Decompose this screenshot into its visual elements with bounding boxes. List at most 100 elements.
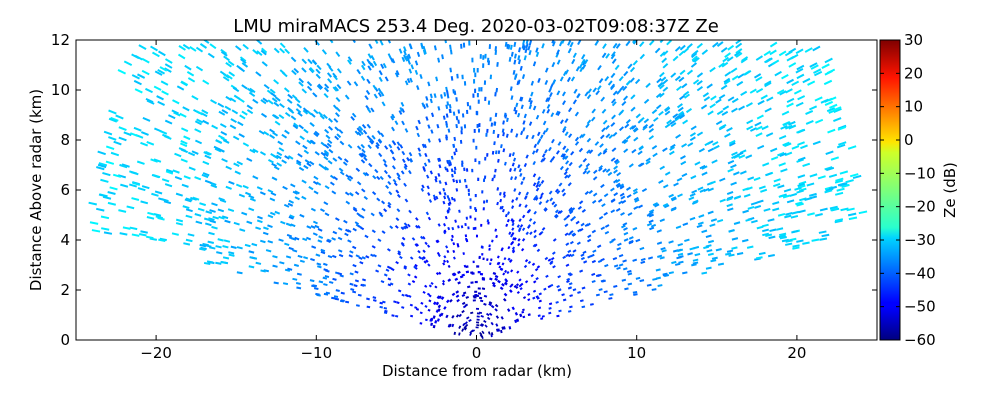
radar-echo-mark	[322, 114, 328, 120]
radar-echo-mark	[707, 110, 714, 116]
radar-echo-mark	[289, 214, 295, 219]
radar-echo-mark	[829, 103, 838, 109]
radar-echo-mark	[403, 163, 408, 168]
radar-echo-mark	[408, 68, 413, 74]
radar-echo-mark	[798, 209, 806, 214]
radar-echo-mark	[88, 201, 98, 206]
radar-echo-mark	[522, 45, 526, 51]
y-tick-label: 10	[51, 81, 70, 99]
radar-echo-mark	[453, 198, 456, 202]
radar-echo-mark	[691, 52, 698, 59]
radar-echo-mark	[679, 94, 686, 101]
radar-echo-mark	[133, 126, 142, 132]
radar-echo-mark	[256, 219, 263, 224]
radar-echo-mark	[472, 299, 476, 302]
radar-echo-mark	[661, 57, 668, 64]
radar-echo-mark	[731, 107, 738, 113]
radar-echo-mark	[726, 197, 733, 202]
radar-echo-mark	[564, 232, 569, 237]
radar-echo-mark	[455, 290, 460, 294]
radar-echo-mark	[327, 139, 333, 145]
radar-echo-mark	[241, 110, 248, 116]
radar-echo-mark	[450, 168, 454, 173]
radar-echo-mark	[295, 282, 301, 285]
radar-echo-mark	[402, 225, 407, 230]
radar-echo-mark	[548, 311, 552, 315]
radar-echo-mark	[315, 68, 321, 75]
radar-echo-mark	[137, 187, 146, 192]
radar-echo-mark	[465, 184, 468, 189]
radar-echo-mark	[562, 153, 567, 158]
radar-echo-mark	[471, 329, 476, 333]
radar-echo-mark	[296, 272, 302, 276]
radar-echo-mark	[278, 147, 285, 152]
radar-echo-mark	[489, 117, 492, 122]
radar-echo-mark	[236, 271, 243, 275]
radar-echo-mark	[310, 225, 316, 229]
radar-echo-mark	[303, 164, 309, 170]
radar-echo-mark	[364, 171, 370, 177]
radar-echo-mark	[313, 109, 319, 115]
radar-echo-mark	[118, 209, 127, 213]
radar-echo-mark	[284, 155, 290, 160]
radar-echo-mark	[611, 114, 616, 120]
radar-echo-mark	[479, 272, 484, 276]
radar-echo-mark	[485, 132, 488, 137]
radar-echo-mark	[796, 128, 804, 134]
radar-echo-mark	[320, 151, 326, 157]
radar-echo-mark	[705, 266, 712, 270]
radar-echo-mark	[420, 235, 424, 240]
radar-echo-mark	[812, 45, 821, 52]
radar-echo-mark	[721, 61, 729, 68]
radar-echo-mark	[383, 162, 388, 168]
radar-echo-mark	[180, 127, 189, 133]
radar-echo-mark	[217, 208, 225, 213]
radar-echo-mark	[610, 122, 616, 127]
radar-echo-mark	[586, 119, 592, 125]
radar-echo-mark	[784, 50, 793, 57]
radar-echo-mark	[757, 100, 765, 106]
radar-echo-mark	[327, 78, 333, 84]
radar-echo-mark	[472, 227, 475, 230]
radar-echo-mark	[417, 225, 421, 229]
radar-echo-mark	[396, 146, 401, 151]
radar-echo-mark	[362, 171, 368, 177]
radar-echo-mark	[794, 186, 802, 191]
radar-echo-mark	[285, 255, 292, 259]
radar-echo-mark	[701, 171, 708, 176]
radar-echo-mark	[693, 57, 700, 63]
radar-echo-mark	[487, 221, 490, 225]
x-axis-label: Distance from radar (km)	[382, 362, 572, 380]
radar-echo-mark	[566, 76, 571, 83]
radar-echo-mark	[610, 198, 616, 203]
radar-echo-mark	[784, 214, 792, 219]
radar-echo-mark	[511, 306, 515, 311]
radar-echo-mark	[496, 201, 499, 206]
radar-echo-mark	[632, 258, 638, 262]
radar-echo-mark	[440, 296, 445, 300]
radar-echo-mark	[497, 279, 501, 284]
radar-echo-mark	[461, 113, 465, 118]
radar-echo-mark	[771, 59, 780, 66]
radar-echo-mark	[416, 85, 420, 91]
radar-echo-mark	[137, 73, 146, 79]
radar-echo-mark	[295, 108, 302, 114]
radar-echo-mark	[438, 191, 442, 196]
radar-echo-mark	[757, 144, 765, 150]
radar-echo-mark	[503, 257, 507, 261]
radar-echo-mark	[392, 178, 397, 184]
radar-echo-mark	[703, 187, 710, 192]
radar-echo-mark	[448, 104, 452, 109]
radar-echo-mark	[650, 223, 657, 228]
radar-echo-mark	[288, 108, 295, 114]
radar-echo-mark	[675, 133, 682, 139]
radar-echo-mark	[569, 210, 574, 215]
radar-echo-mark	[161, 178, 170, 183]
radar-echo-mark	[248, 265, 255, 269]
radar-echo-mark	[677, 252, 684, 257]
radar-echo-mark	[474, 193, 477, 198]
radar-echo-mark	[156, 95, 164, 101]
radar-echo-mark	[478, 256, 481, 259]
radar-echo-mark	[536, 296, 540, 300]
radar-echo-mark	[494, 92, 497, 97]
